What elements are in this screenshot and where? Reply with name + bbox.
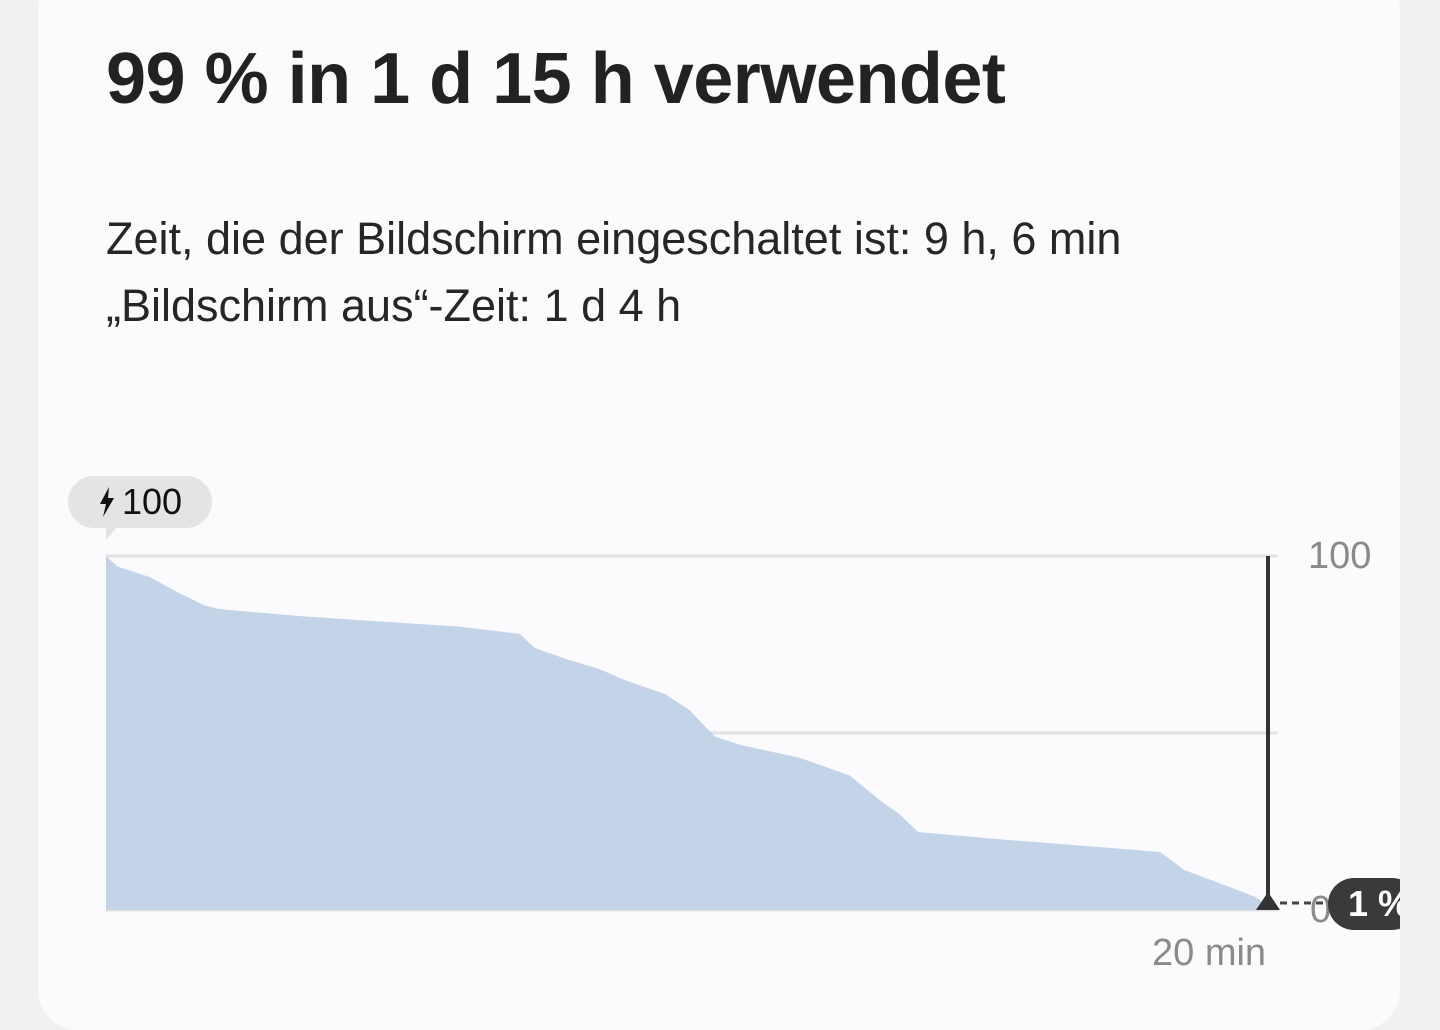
- screen-edge: [1400, 0, 1440, 996]
- charging-bolt-icon: [99, 487, 114, 517]
- start-level-label: 100: [121, 481, 183, 522]
- x-end-label: 20 min: [1152, 932, 1267, 974]
- y-tick-0: 0: [1310, 889, 1332, 931]
- start-level-bubble: 100: [68, 476, 212, 540]
- battery-chart: [106, 554, 1330, 912]
- current-marker: [1256, 892, 1280, 910]
- screen-off-time: „Bildschirm aus“-Zeit: 1 d 4 h: [106, 280, 682, 331]
- battery-level-area: [106, 556, 1268, 910]
- page-title: 99 % in 1 d 15 h verwendet: [106, 39, 1006, 119]
- y-tick-100: 100: [1308, 535, 1372, 577]
- screen-on-time: Zeit, die der Bildschirm eingeschaltet i…: [106, 213, 1122, 264]
